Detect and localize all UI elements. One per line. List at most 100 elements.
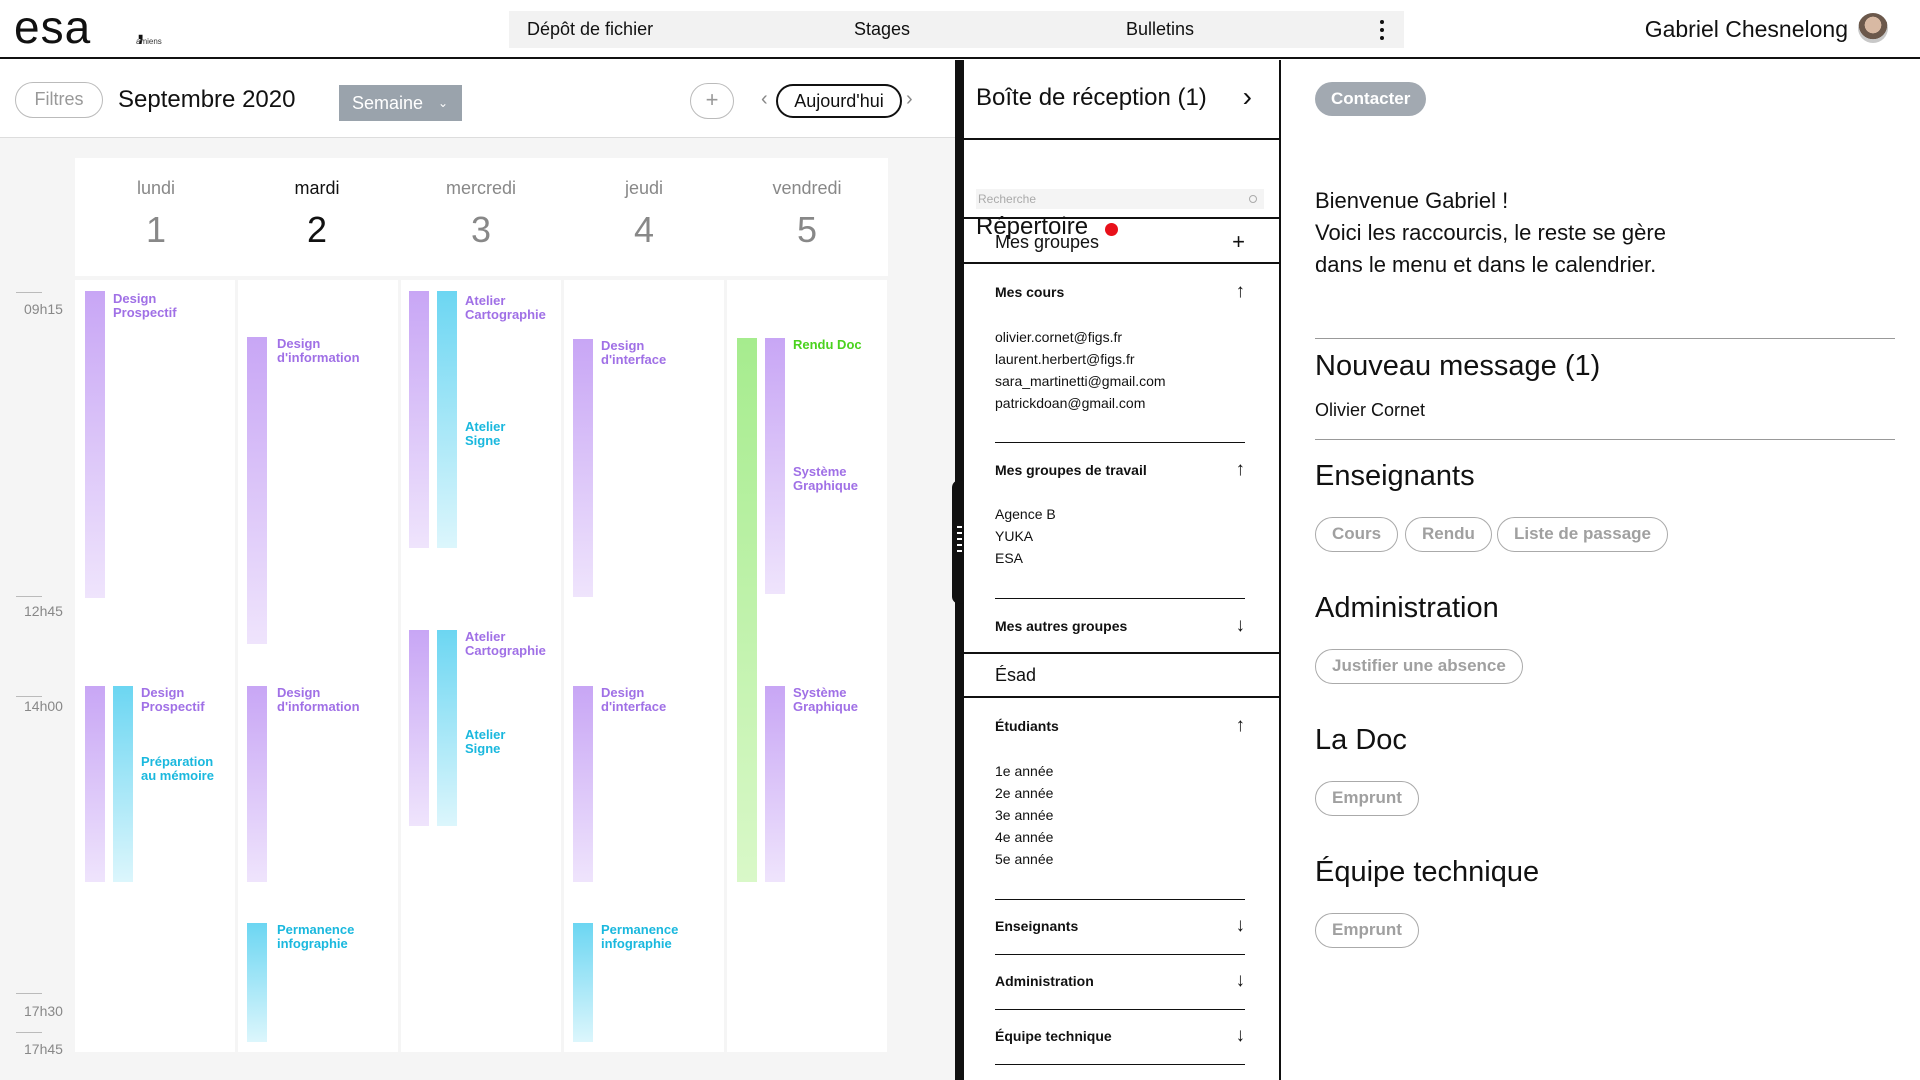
view-select[interactable]: Semaine ⌄ bbox=[339, 85, 462, 121]
day-name: vendredi bbox=[772, 178, 842, 198]
drag-handle-icon[interactable] bbox=[952, 480, 967, 604]
day-head-tuesday[interactable]: mardi 2 bbox=[237, 158, 397, 276]
day-head-wednesday[interactable]: mercredi 3 bbox=[401, 158, 561, 276]
search-placeholder: Recherche bbox=[978, 192, 1037, 206]
event-label[interactable]: Design d'interface bbox=[601, 685, 667, 714]
esad-logo[interactable]: esa , amiens bbox=[14, 4, 174, 52]
event-label[interactable]: Design d'information bbox=[277, 336, 360, 365]
event-bar[interactable] bbox=[573, 686, 593, 882]
teachers-row[interactable]: Enseignants ↓ bbox=[995, 915, 1245, 936]
courses-button[interactable]: Cours bbox=[1315, 517, 1399, 552]
event-bar[interactable] bbox=[437, 291, 457, 548]
event-bar[interactable] bbox=[85, 291, 105, 598]
student-year[interactable]: 2e année bbox=[995, 785, 1054, 801]
divider bbox=[995, 1009, 1245, 1010]
more-menu-icon[interactable] bbox=[1372, 18, 1392, 42]
plus-icon[interactable]: + bbox=[1232, 229, 1245, 254]
work-group-item[interactable]: YUKA bbox=[995, 528, 1034, 544]
my-courses-row[interactable]: Mes cours ↑ bbox=[995, 281, 1246, 302]
event-label[interactable]: Système Graphique bbox=[793, 464, 859, 493]
event-bar[interactable] bbox=[409, 630, 429, 826]
event-bar[interactable] bbox=[437, 630, 457, 826]
tech-borrow-button[interactable]: Emprunt bbox=[1315, 913, 1419, 948]
contact-email[interactable]: sara_martinetti@gmail.com bbox=[995, 373, 1166, 389]
administration-title: Administration bbox=[1315, 592, 1499, 624]
message-sender[interactable]: Olivier Cornet bbox=[1315, 400, 1426, 420]
event-label[interactable]: Système Graphique bbox=[793, 685, 859, 714]
event-label[interactable]: Atelier Signe bbox=[465, 419, 506, 448]
day-name: mercredi bbox=[445, 178, 516, 198]
time-tick bbox=[16, 1032, 42, 1033]
event-bar[interactable] bbox=[247, 923, 267, 1042]
other-groups-row[interactable]: Mes autres groupes ↓ bbox=[995, 615, 1245, 636]
event-bar[interactable] bbox=[573, 923, 593, 1042]
time-label: 09h15 bbox=[24, 301, 63, 317]
day-column-monday: Design Prospectif Design Prospectif Prépar… bbox=[75, 280, 235, 1052]
event-label[interactable]: Rendu Doc bbox=[793, 337, 862, 352]
divider bbox=[964, 652, 1279, 654]
contact-email[interactable]: olivier.cornet@figs.fr bbox=[995, 329, 1123, 345]
event-bar[interactable] bbox=[409, 291, 429, 548]
inbox-section[interactable]: Boîte de réception (1) › bbox=[964, 60, 1279, 140]
student-year[interactable]: 3e année bbox=[995, 807, 1054, 823]
event-label[interactable]: Design Prospectif bbox=[113, 291, 177, 320]
add-event-button[interactable]: + bbox=[690, 83, 734, 119]
student-year[interactable]: 5e année bbox=[995, 851, 1054, 867]
nav-internships[interactable]: Stages bbox=[854, 19, 911, 39]
tech-team-title: Équipe technique bbox=[1315, 856, 1540, 888]
welcome-line: Voici les raccourcis, le reste se gère bbox=[1315, 220, 1666, 245]
event-label[interactable]: Design d'information bbox=[277, 685, 360, 714]
event-bar[interactable] bbox=[765, 686, 785, 882]
contact-email[interactable]: patrickdoan@gmail.com bbox=[995, 395, 1146, 411]
event-label[interactable]: Permanence infographie bbox=[601, 922, 679, 951]
event-label[interactable]: Atelier Cartographie bbox=[465, 293, 546, 322]
administration-row[interactable]: Administration ↓ bbox=[995, 970, 1245, 991]
students-row[interactable]: Étudiants ↑ bbox=[995, 715, 1245, 736]
event-bar[interactable] bbox=[247, 337, 267, 644]
doc-borrow-button[interactable]: Emprunt bbox=[1315, 781, 1419, 816]
contact-email[interactable]: laurent.herbert@figs.fr bbox=[995, 351, 1135, 367]
nav-bulletins[interactable]: Bulletins bbox=[1126, 19, 1195, 39]
event-label[interactable]: Atelier Cartographie bbox=[465, 629, 546, 658]
event-label[interactable]: Design d'interface bbox=[601, 338, 667, 367]
event-bar[interactable] bbox=[765, 338, 785, 594]
today-button[interactable]: Aujourd'hui bbox=[776, 84, 902, 118]
work-groups-row[interactable]: Mes groupes de travail ↑ bbox=[995, 459, 1245, 480]
event-bar[interactable] bbox=[573, 339, 593, 597]
divider bbox=[995, 899, 1245, 900]
user-name: Gabriel Chesnelong bbox=[1644, 16, 1848, 42]
day-head-monday[interactable]: lundi 1 bbox=[76, 158, 236, 276]
tech-team-label: Équipe technique bbox=[995, 1028, 1112, 1044]
new-message-title[interactable]: Nouveau message (1) bbox=[1315, 350, 1601, 382]
nav-file-deposit[interactable]: Dépôt de fichier bbox=[527, 19, 654, 39]
event-label[interactable]: Atelier Signe bbox=[465, 727, 506, 756]
filters-button[interactable]: Filtres bbox=[15, 82, 103, 118]
tech-team-row[interactable]: Équipe technique ↓ bbox=[995, 1025, 1245, 1046]
directory-search-input[interactable]: Recherche bbox=[976, 189, 1264, 209]
arrow-up-icon: ↑ bbox=[1235, 281, 1246, 302]
day-head-friday[interactable]: vendredi 5 bbox=[727, 158, 887, 276]
event-label[interactable]: Permanence infographie bbox=[277, 922, 355, 951]
my-groups-row[interactable]: Mes groupes + bbox=[995, 229, 1245, 254]
day-head-thursday[interactable]: jeudi 4 bbox=[564, 158, 724, 276]
esad-title[interactable]: Ésad bbox=[995, 665, 1037, 685]
event-label[interactable]: Préparation au mémoire bbox=[141, 754, 214, 783]
event-bar[interactable] bbox=[247, 686, 267, 882]
chevron-left-icon[interactable]: ‹ bbox=[761, 88, 768, 110]
calendar-toolbar: Filtres Septembre 2020 Semaine ⌄ + ‹ Auj… bbox=[0, 60, 955, 138]
event-bar[interactable] bbox=[737, 338, 757, 882]
chevron-right-icon[interactable]: › bbox=[906, 88, 913, 110]
student-year[interactable]: 1e année bbox=[995, 763, 1054, 779]
avatar[interactable] bbox=[1858, 13, 1888, 43]
logo-subtitle: amiens bbox=[136, 37, 162, 46]
event-bar[interactable] bbox=[113, 686, 133, 882]
pass-list-button[interactable]: Liste de passage bbox=[1497, 517, 1669, 552]
event-bar[interactable] bbox=[85, 686, 105, 882]
submission-button[interactable]: Rendu bbox=[1405, 517, 1492, 552]
work-group-item[interactable]: ESA bbox=[995, 550, 1024, 566]
student-year[interactable]: 4e année bbox=[995, 829, 1054, 845]
work-group-item[interactable]: Agence B bbox=[995, 506, 1056, 522]
justify-absence-button[interactable]: Justifier une absence bbox=[1315, 649, 1523, 684]
event-label[interactable]: Design Prospectif bbox=[141, 685, 205, 714]
contact-button[interactable]: Contacter bbox=[1315, 82, 1427, 116]
